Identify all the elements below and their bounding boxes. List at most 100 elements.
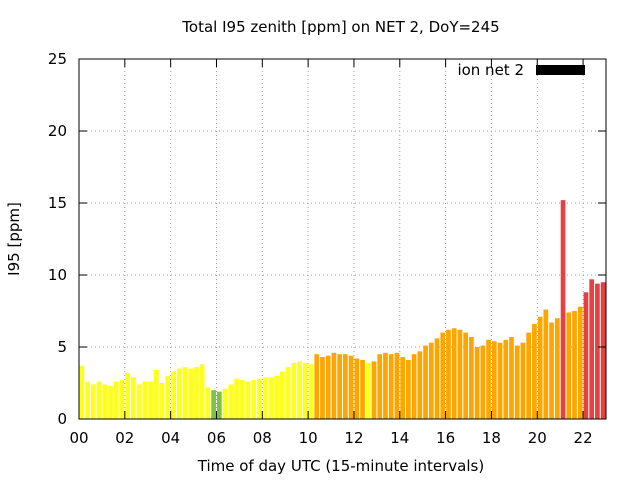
- x-tick-label: 06: [207, 429, 226, 447]
- grid: [79, 59, 606, 419]
- bar: [377, 354, 383, 419]
- bar: [417, 351, 423, 419]
- bar: [119, 380, 125, 419]
- x-tick-label: 18: [482, 429, 501, 447]
- bar: [503, 339, 509, 419]
- bar: [96, 381, 102, 419]
- bar: [549, 322, 554, 419]
- plot-frame: [78, 58, 607, 420]
- bar: [560, 200, 566, 419]
- x-tick-label: 14: [390, 429, 409, 447]
- bar: [268, 377, 274, 419]
- x-tick-label: 00: [69, 429, 88, 447]
- bar: [90, 384, 96, 419]
- bar: [188, 368, 194, 419]
- bar: [285, 367, 291, 419]
- bar: [325, 355, 331, 419]
- bar: [423, 345, 428, 419]
- bar: [543, 309, 549, 419]
- bar: [216, 391, 222, 419]
- bar: [257, 378, 262, 419]
- bar: [434, 338, 440, 419]
- bars: [79, 200, 606, 419]
- bar: [171, 371, 176, 419]
- bar: [297, 361, 302, 419]
- bar: [463, 332, 469, 419]
- bar: [600, 282, 606, 419]
- x-tick-label: 08: [253, 429, 272, 447]
- bar: [537, 316, 543, 419]
- x-tick-label: 12: [344, 429, 363, 447]
- bar: [566, 312, 572, 419]
- bar: [491, 341, 497, 419]
- bar: [383, 352, 388, 419]
- y-tick-label: 0: [57, 410, 67, 428]
- bar: [469, 336, 474, 419]
- x-tick-label: 04: [161, 429, 180, 447]
- bar: [211, 390, 216, 419]
- bar: [159, 383, 165, 419]
- x-tick-label: 20: [528, 429, 547, 447]
- bar: [406, 359, 411, 419]
- bar: [451, 328, 457, 419]
- bar: [486, 339, 491, 419]
- bar: [497, 342, 503, 419]
- legend: ion net 2: [457, 61, 585, 79]
- bar: [125, 372, 131, 419]
- bar: [595, 283, 600, 419]
- bar: [509, 336, 514, 419]
- y-tick-label: 15: [48, 194, 67, 212]
- bar: [572, 311, 577, 419]
- bar: [245, 381, 251, 419]
- bar: [514, 345, 520, 419]
- y-tick-label: 20: [48, 122, 67, 140]
- y-tick-labels: 0 5 10 15 20 25: [48, 50, 67, 428]
- bar: [457, 329, 463, 419]
- bar: [371, 361, 377, 419]
- bar: [182, 367, 188, 419]
- bar: [228, 384, 234, 419]
- x-axis-label: Time of day UTC (15-minute intervals): [197, 457, 484, 475]
- bar: [142, 381, 148, 419]
- bar: [85, 381, 90, 419]
- ticks: [78, 58, 606, 420]
- bar: [314, 354, 320, 419]
- bar: [194, 367, 199, 419]
- y-tick-label: 5: [57, 338, 67, 356]
- bar: [102, 384, 108, 419]
- bar: [262, 377, 268, 419]
- bar: [428, 342, 434, 419]
- x-tick-label: 10: [299, 429, 318, 447]
- bar: [331, 352, 337, 419]
- bar: [474, 347, 480, 419]
- bar: [554, 318, 560, 419]
- x-tick-label: 22: [574, 429, 593, 447]
- bar: [153, 370, 159, 419]
- bar: [302, 362, 308, 419]
- bar: [280, 371, 285, 419]
- bar: [520, 342, 526, 419]
- bar: [480, 345, 486, 419]
- bar: [113, 381, 119, 419]
- bar: [199, 364, 205, 419]
- bar: [320, 357, 325, 419]
- bar: [165, 375, 171, 419]
- bar: [388, 354, 394, 419]
- bar: [205, 387, 211, 419]
- x-tick-label: 16: [436, 429, 455, 447]
- legend-label: ion net 2: [457, 61, 524, 79]
- bar: [365, 362, 371, 419]
- bar: [532, 323, 537, 419]
- bar: [291, 362, 297, 419]
- x-tick-labels: 00 02 04 06 08 10 12 14 16 18 20 22: [69, 429, 592, 447]
- x-tick-label: 02: [115, 429, 134, 447]
- chart-title: Total I95 zenith [ppm] on NET 2, DoY=245: [181, 18, 499, 36]
- bar: [308, 364, 314, 419]
- bar: [108, 385, 113, 419]
- y-tick-label: 10: [48, 266, 67, 284]
- y-tick-label: 25: [48, 50, 67, 68]
- bar: [343, 354, 348, 419]
- bar: [400, 357, 405, 419]
- bar: [239, 380, 245, 419]
